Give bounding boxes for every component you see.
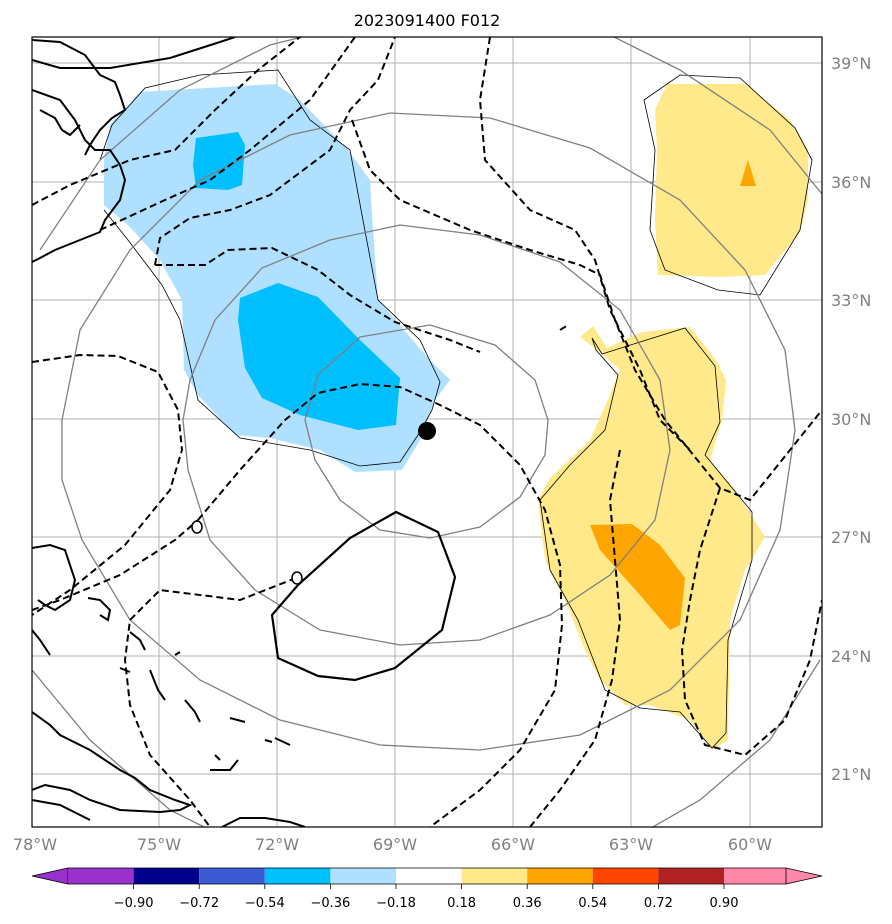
storm-center-marker <box>418 422 436 440</box>
colorbar-tick-label: −0.72 <box>179 896 219 911</box>
island-bahamas-1 <box>87 597 112 622</box>
lat-tick-label: 33°N <box>831 291 871 310</box>
colorbar-ticks <box>133 884 725 889</box>
figure-title: 2023091400 F012 <box>354 11 501 30</box>
positive-anomaly-peak-northeast <box>740 160 756 186</box>
negative-anomaly-core-south <box>238 283 400 430</box>
colorbar-extend-low <box>31 867 69 885</box>
colorbar-segment <box>724 868 786 884</box>
dashed-contour-8 <box>197 382 564 827</box>
dashed-contour-10 <box>123 577 297 827</box>
dashed-contour-7 <box>32 353 184 616</box>
colorbar-segment <box>527 868 593 884</box>
ring-1 <box>304 324 549 539</box>
ring-6 <box>651 659 821 827</box>
coastline-florida <box>32 543 77 612</box>
map-area <box>32 37 822 827</box>
lat-tick-label: 27°N <box>831 528 871 547</box>
coastline-florida-keys <box>32 629 51 656</box>
colorbar-segment <box>264 868 331 884</box>
dashed-contour-6 <box>478 37 691 451</box>
island-bahamas-7 <box>229 717 246 723</box>
colorbar-segment <box>658 868 724 884</box>
colorbar-tick-label: 0.18 <box>447 896 476 911</box>
colorbar-segment <box>68 868 134 884</box>
distance-rings <box>32 37 822 827</box>
dashed-contour-13 <box>559 324 569 331</box>
dashed-contours <box>32 37 822 827</box>
lat-tick-label: 24°N <box>831 647 871 666</box>
lon-tick-label: 63°W <box>609 835 653 854</box>
lon-tick-label: 78°W <box>13 835 57 854</box>
dashed-contour-1 <box>32 37 301 206</box>
island-bahamas-3 <box>119 667 131 673</box>
lon-tick-label: 66°W <box>491 835 535 854</box>
dashed-contour-11 <box>529 449 622 827</box>
ring-2 <box>182 224 671 646</box>
colorbar-segment <box>592 868 659 884</box>
lat-axis: 39°N 36°N 33°N 30°N 27°N 24°N 21°N <box>831 54 871 784</box>
island-bahamas-9 <box>274 737 291 746</box>
island-bahamas-4 <box>149 669 166 701</box>
lat-tick-label: 39°N <box>831 54 871 73</box>
dashed-contour-12 <box>680 487 822 757</box>
solid-zero-contour <box>270 510 457 682</box>
dashed-contour-4 <box>155 246 481 353</box>
coastline-northeast-us <box>32 39 127 156</box>
positive-anomaly-region-northeast <box>655 84 808 277</box>
colorbar-extend-high <box>785 867 823 885</box>
coastline-hispaniola <box>221 817 306 827</box>
colorbar-segment <box>199 868 265 884</box>
colorbar-tick-label: 0.72 <box>644 896 673 911</box>
colorbar-segment <box>330 868 396 884</box>
colorbar-segment <box>396 868 462 884</box>
thin-contour-west <box>99 69 441 467</box>
positive-anomaly-region-southeast <box>538 326 765 750</box>
colorbar-segment <box>133 868 200 884</box>
lon-tick-label: 69°W <box>373 835 417 854</box>
coastline-cuba <box>32 711 193 814</box>
coastline-cuba-south <box>32 799 91 821</box>
colorbar-tick-label: 0.54 <box>578 896 607 911</box>
dashed-contour-2 <box>99 37 356 231</box>
lat-tick-label: 30°N <box>831 410 871 429</box>
dashed-contour-3 <box>154 37 396 266</box>
coastline-chesapeake <box>39 109 81 137</box>
colorbar-tick-label: 0.90 <box>710 896 739 911</box>
lon-axis: 78°W 75°W 72°W 69°W 66°W 63°W 60°W <box>13 835 772 854</box>
dashed-contour-9 <box>32 519 199 611</box>
coastline-north <box>32 37 236 69</box>
colorbar-segment <box>461 868 528 884</box>
thin-contour-northeast <box>643 74 813 296</box>
colorbar-tick-label: −0.90 <box>114 896 154 911</box>
lon-tick-label: 60°W <box>728 835 772 854</box>
island-bahamas-6 <box>174 651 181 656</box>
island-bahamas-8 <box>264 739 273 743</box>
lat-tick-label: 21°N <box>831 765 871 784</box>
coastlines <box>32 37 306 827</box>
colorbar-tick-label: 0.36 <box>513 896 542 911</box>
colorbar-tick-label: −0.18 <box>376 896 416 911</box>
ring-3 <box>61 112 796 751</box>
thin-contour-southeast <box>539 327 753 749</box>
colorbar-tick-label: −0.36 <box>310 896 350 911</box>
island-bahamas-2 <box>129 631 146 651</box>
island-bahamas-11 <box>210 759 239 771</box>
colorbar: −0.90 −0.72 −0.54 −0.36 −0.18 0.18 0.36 … <box>31 867 823 911</box>
contour-label-2 <box>291 571 303 585</box>
colorbar-tick-label: −0.54 <box>245 896 285 911</box>
lon-tick-label: 75°W <box>137 835 181 854</box>
map-frame <box>31 36 823 828</box>
negative-anomaly-core-north <box>193 132 245 190</box>
ring-4 <box>39 37 822 251</box>
lat-tick-label: 36°N <box>831 173 871 192</box>
island-bahamas-10 <box>214 754 221 761</box>
contour-label-1 <box>191 520 203 534</box>
island-bahamas-5 <box>184 699 201 723</box>
lon-tick-label: 72°W <box>255 835 299 854</box>
